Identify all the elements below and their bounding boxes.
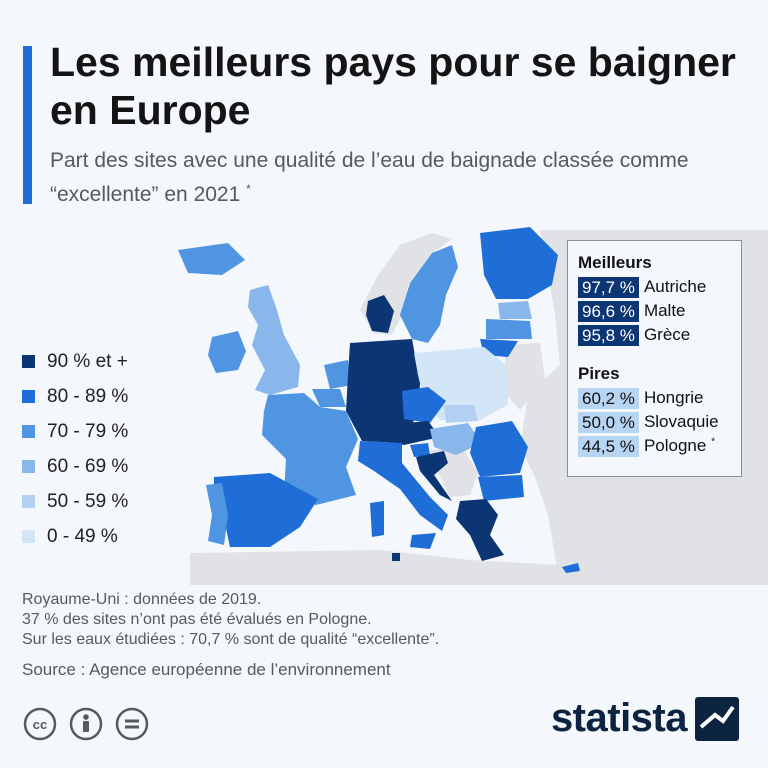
best-row: 97,7 % Autriche: [578, 275, 741, 299]
best-row: 96,6 % Malte: [578, 299, 741, 323]
worst-value: 50,0 %: [578, 411, 639, 433]
legend-swatch: [22, 460, 35, 473]
worst-row: 44,5 % Pologne *: [578, 434, 741, 458]
page-title: Les meilleurs pays pour se baigner en Eu…: [50, 39, 736, 133]
legend-label: 50 - 59 %: [47, 490, 129, 512]
region-sardinia: [370, 501, 384, 537]
worst-value: 44,5 %: [578, 435, 639, 457]
title-accent-bar: [23, 46, 32, 204]
best-heading: Meilleurs: [578, 253, 652, 272]
box-spacer: [578, 347, 741, 362]
legend-swatch: [22, 390, 35, 403]
worst-country: Slovaquie: [644, 412, 719, 432]
region-czechia: [402, 387, 446, 423]
region-ireland: [208, 331, 246, 373]
worst-country: Hongrie: [644, 388, 704, 408]
brand-name: statista: [550, 696, 688, 740]
worst-country-name: Pologne: [643, 436, 707, 455]
best-country: Malte: [643, 301, 686, 320]
legend-label: 60 - 69 %: [47, 455, 129, 477]
legend-label: 90 % et +: [47, 350, 128, 372]
best-value: 96,6 %: [578, 300, 639, 322]
worst-country-name: Hongrie: [643, 388, 704, 407]
region-germany: [346, 339, 420, 443]
region-portugal: [206, 483, 228, 545]
footnotes: Royaume-Uni : données de 2019. 37 % des …: [22, 590, 439, 680]
best-value: 95,8 %: [578, 324, 639, 346]
region-sicily: [410, 533, 436, 549]
legend-item: 50 - 59 %: [22, 484, 128, 519]
subtitle-text: Part des sites avec une qualité de l’eau…: [50, 149, 689, 206]
region-italy: [358, 441, 448, 531]
worst-country: Pologne *: [644, 436, 715, 456]
region-greece: [456, 499, 504, 561]
worst-country-name: Slovaquie: [643, 412, 719, 431]
legend-item: 70 - 79 %: [22, 414, 128, 449]
region-iceland: [178, 243, 245, 275]
worst-value: 60,2 %: [578, 387, 639, 409]
best-country: Grèce: [643, 325, 691, 344]
footnote: 37 % des sites n’ont pas été évalués en …: [22, 611, 372, 628]
subtitle-footnote-mark: *: [246, 182, 251, 196]
footnote: Royaume-Uni : données de 2019.: [22, 591, 262, 608]
region-belgium: [312, 389, 346, 407]
cc-icon[interactable]: cc: [23, 707, 57, 741]
region-united-kingdom: [248, 285, 300, 395]
europe-map: [178, 227, 768, 585]
statista-logo-icon: [695, 696, 739, 741]
license-icons: cc: [23, 707, 161, 741]
region-estonia: [498, 301, 532, 319]
region-denmark: [366, 295, 394, 333]
land-no-data-north-africa: [190, 550, 560, 585]
cc-icon-label: cc: [33, 717, 47, 732]
source-line: Source : Agence européenne de l’environn…: [22, 660, 391, 679]
region-bulgaria: [478, 475, 524, 501]
region-hungary: [430, 423, 482, 455]
worst-row: 60,2 % Hongrie: [578, 386, 741, 410]
legend-item: 0 - 49 %: [22, 519, 128, 554]
legend-item: 60 - 69 %: [22, 449, 128, 484]
region-austria: [384, 421, 440, 445]
legend-label: 70 - 79 %: [47, 420, 129, 442]
region-france: [262, 393, 358, 505]
region-slovenia: [410, 443, 430, 457]
best-country: Autriche: [643, 277, 707, 296]
legend-item: 90 % et +: [22, 344, 128, 379]
worst-heading: Pires: [578, 364, 620, 383]
nd-icon[interactable]: [115, 707, 149, 741]
worst-row: 50,0 % Slovaquie: [578, 410, 741, 434]
region-finland: [480, 227, 558, 299]
subtitle: Part des sites avec une qualité de l’eau…: [50, 146, 750, 209]
legend: 90 % et + 80 - 89 % 70 - 79 % 60 - 69 % …: [22, 344, 128, 554]
region-spain: [214, 473, 318, 547]
land-no-data-belarus-ukraine: [505, 343, 545, 410]
region-malta: [392, 553, 400, 561]
region-sweden: [400, 245, 458, 343]
footnote: Sur les eaux étudiées : 70,7 % sont de q…: [22, 631, 440, 648]
statista-brand[interactable]: statista: [551, 696, 739, 741]
region-slovakia: [444, 405, 478, 423]
best-row: 95,8 % Grèce: [578, 323, 741, 347]
region-cyprus: [562, 563, 580, 573]
legend-swatch: [22, 425, 35, 438]
region-netherlands: [324, 360, 352, 389]
ranking-box: Meilleurs 97,7 % Autriche 96,6 % Malte 9…: [567, 240, 742, 477]
region-croatia: [416, 451, 452, 501]
worst-footnote-mark: *: [711, 436, 715, 448]
legend-swatch: [22, 355, 35, 368]
legend-label: 80 - 89 %: [47, 385, 129, 407]
legend-label: 0 - 49 %: [47, 525, 118, 547]
by-icon[interactable]: [69, 707, 103, 741]
region-romania: [470, 421, 528, 477]
best-value: 97,7 %: [578, 276, 639, 298]
region-latvia: [486, 319, 532, 339]
legend-swatch: [22, 530, 35, 543]
legend-swatch: [22, 495, 35, 508]
legend-item: 80 - 89 %: [22, 379, 128, 414]
